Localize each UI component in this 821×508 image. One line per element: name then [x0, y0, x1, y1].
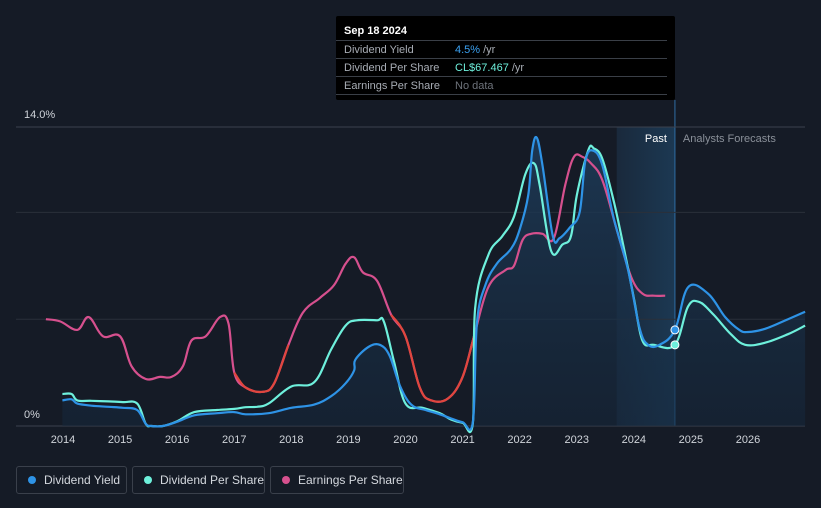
- legend-dot-icon: [144, 476, 152, 484]
- x-tick-label: 2014: [51, 434, 75, 446]
- dividend-per-share-marker: [670, 340, 680, 350]
- x-tick-label: 2023: [565, 434, 589, 446]
- legend-dot-icon: [28, 476, 36, 484]
- earnings-decline-segment: [390, 314, 476, 403]
- earnings-decline-segment: [233, 344, 290, 394]
- legend-dot-icon: [282, 476, 290, 484]
- x-tick-label: 2020: [393, 434, 417, 446]
- x-tick-label: 2019: [336, 434, 360, 446]
- dividend-yield-area: [62, 136, 806, 430]
- tooltip-label: Dividend Yield: [344, 44, 414, 56]
- x-tick-label: 2017: [222, 434, 246, 446]
- tooltip-value: 4.5%/yr: [455, 44, 496, 56]
- forecast-label: Analysts Forecasts: [683, 133, 776, 145]
- x-tick-label: 2024: [622, 434, 646, 446]
- tooltip-row-dividend-per-share: Dividend Per Share CL$67.467/yr: [336, 58, 667, 77]
- dividend-yield-marker: [670, 325, 680, 335]
- legend-label: Dividend Per Share: [160, 473, 265, 487]
- tooltip-label: Earnings Per Share: [344, 80, 440, 92]
- tooltip-row-earnings-per-share: Earnings Per Share No data: [336, 76, 667, 95]
- dividend-yield-line: [62, 135, 806, 431]
- past-label: Past: [645, 133, 667, 145]
- x-tick-label: 2026: [736, 434, 760, 446]
- legend-dividend-per-share[interactable]: Dividend Per Share: [132, 466, 265, 494]
- legend-dividend-yield[interactable]: Dividend Yield: [16, 466, 127, 494]
- earnings-per-share-line: [45, 153, 666, 403]
- y-axis-top-label: 14.0%: [24, 109, 55, 121]
- tooltip-row-dividend-yield: Dividend Yield 4.5%/yr: [336, 40, 667, 59]
- legend-earnings-per-share[interactable]: Earnings Per Share: [270, 466, 404, 494]
- tooltip-value: CL$67.467/yr: [455, 62, 525, 74]
- x-tick-label: 2022: [507, 434, 531, 446]
- legend-label: Dividend Yield: [44, 473, 121, 487]
- tooltip-date: Sep 18 2024: [344, 25, 407, 37]
- x-tick-label: 2018: [279, 434, 303, 446]
- x-tick-label: 2021: [450, 434, 474, 446]
- x-tick-label: 2016: [165, 434, 189, 446]
- tooltip-label: Dividend Per Share: [344, 62, 440, 74]
- x-tick-label: 2015: [108, 434, 132, 446]
- x-tick-label: 2025: [679, 434, 703, 446]
- legend-label: Earnings Per Share: [298, 473, 403, 487]
- tooltip: Sep 18 2024 Dividend Yield 4.5%/yr Divid…: [336, 16, 675, 100]
- y-axis-bottom-label: 0%: [24, 409, 40, 421]
- tooltip-value: No data: [455, 80, 494, 92]
